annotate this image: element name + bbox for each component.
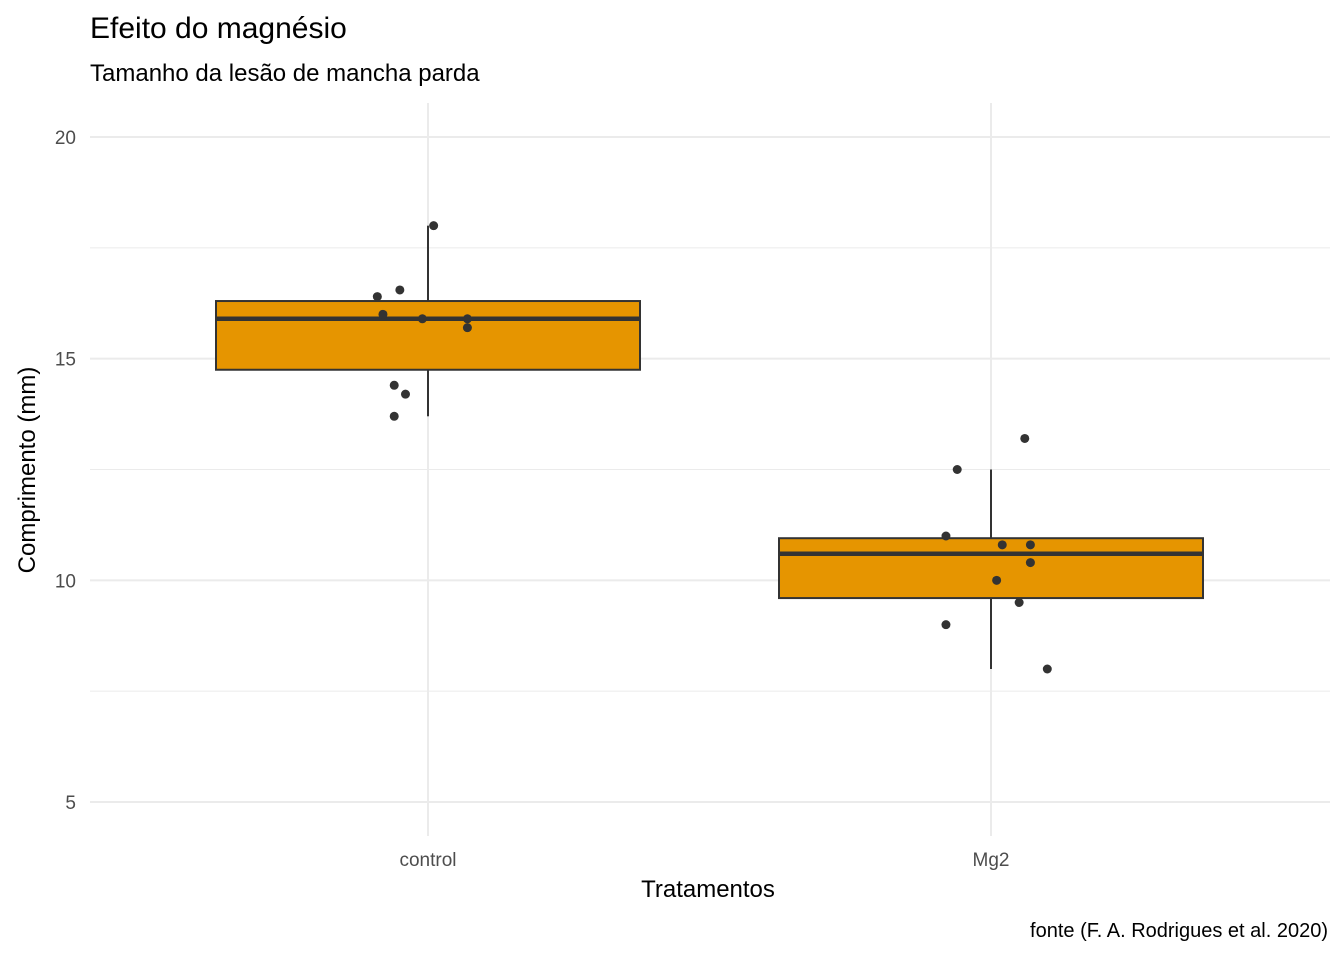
data-point [395, 285, 405, 295]
data-point [1025, 540, 1035, 550]
data-point [400, 389, 410, 399]
data-point [997, 540, 1007, 550]
x-tick-label: Mg2 [973, 850, 1010, 871]
data-point [1014, 598, 1024, 607]
y-tick-label: 20 [55, 128, 76, 149]
data-point [389, 380, 399, 390]
chart-title: Efeito do magnésio [90, 12, 347, 45]
data-point [378, 309, 388, 319]
data-point [429, 221, 439, 231]
data-point [462, 323, 472, 333]
data-point [941, 531, 951, 541]
y-tick-label: 10 [55, 571, 76, 592]
chart-subtitle: Tamanho da lesão de mancha parda [90, 60, 480, 87]
data-point [941, 620, 951, 630]
data-point [992, 575, 1002, 585]
x-axis-label: Tratamentos [641, 876, 775, 903]
data-point [1020, 433, 1030, 443]
box-Mg2 [778, 537, 1204, 600]
box-control [215, 300, 641, 371]
y-tick-label: 15 [55, 350, 76, 371]
chart-caption: fonte (F. A. Rodrigues et al. 2020) [1030, 920, 1328, 942]
data-point [389, 411, 399, 421]
data-point [417, 314, 427, 324]
x-tick-label: control [399, 850, 456, 871]
data-point [462, 314, 472, 324]
data-point [952, 465, 962, 474]
data-point [1025, 558, 1035, 568]
y-tick-label: 5 [65, 793, 76, 814]
data-point [372, 292, 382, 302]
data-point [1042, 664, 1052, 674]
